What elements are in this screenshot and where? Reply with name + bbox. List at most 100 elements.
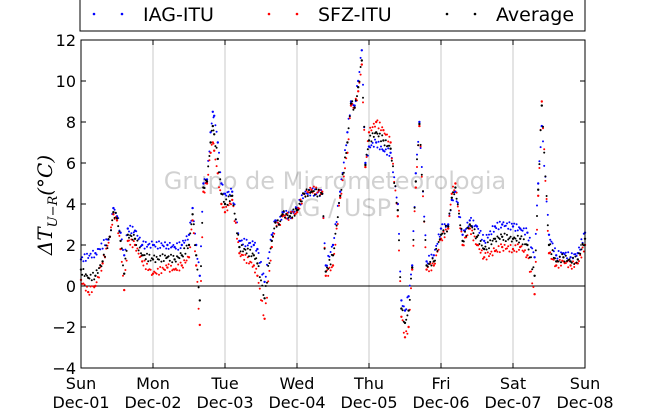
point-average-interp	[214, 145, 217, 148]
point-sfz-itu-interp	[534, 260, 537, 263]
point-sfz-itu-interp	[560, 264, 562, 267]
point-sfz-itu-interp	[340, 192, 343, 195]
point-sfz-itu-interp	[413, 210, 416, 213]
point-sfz-itu-interp	[182, 266, 184, 269]
point-sfz-itu	[450, 192, 453, 195]
point-iag-itu-interp	[480, 238, 483, 241]
point-sfz-itu-interp	[245, 262, 248, 264]
point-average-interp	[549, 243, 552, 246]
point-average-interp	[96, 272, 99, 274]
legend: IAG-ITU SFZ-ITU Average	[92, 4, 574, 26]
point-sfz-itu	[94, 284, 97, 288]
point-average-interp	[408, 298, 411, 301]
point-average-interp	[539, 129, 542, 132]
point-average	[238, 245, 241, 249]
point-iag-itu-interp	[344, 149, 346, 152]
point-sfz-itu-interp	[120, 260, 123, 263]
point-average-interp	[448, 212, 451, 215]
point-average-interp	[348, 115, 351, 118]
point-iag-itu-interp	[378, 148, 381, 151]
point-sfz-itu-interp	[354, 97, 357, 100]
point-iag-itu	[256, 247, 259, 251]
point-sfz-itu-interp	[230, 203, 232, 206]
point-average	[213, 133, 216, 136]
point-sfz-itu-interp	[557, 266, 560, 269]
point-iag-itu-interp	[168, 241, 171, 244]
point-iag-itu-interp	[485, 233, 488, 236]
point-average-interp	[183, 247, 186, 250]
point-average-interp	[486, 241, 489, 244]
point-iag-itu-interp	[165, 247, 168, 250]
point-average-interp	[323, 247, 326, 250]
point-iag-itu-interp	[492, 230, 495, 233]
point-iag-itu	[180, 243, 183, 247]
point-iag-itu-interp	[381, 148, 384, 151]
point-average-interp	[95, 269, 98, 272]
point-iag-itu-interp	[255, 249, 258, 252]
point-iag-itu	[213, 114, 216, 118]
point-iag-itu-interp	[326, 264, 328, 267]
point-sfz-itu-interp	[264, 302, 267, 305]
point-iag-itu-interp	[472, 219, 475, 222]
point-average	[209, 141, 212, 144]
x-tick-label-day: Thu	[353, 374, 384, 393]
point-average-interp	[419, 143, 422, 146]
point-sfz-itu-interp	[558, 258, 561, 261]
point-sfz-itu	[403, 336, 407, 339]
point-iag-itu-interp	[183, 241, 186, 244]
point-iag-itu-interp	[84, 259, 87, 262]
point-sfz-itu	[195, 264, 198, 267]
legend-marker-sfz-1	[267, 12, 271, 16]
point-iag-itu	[375, 141, 378, 144]
point-average-interp	[402, 320, 405, 323]
point-average-interp	[260, 279, 262, 282]
point-iag-itu-interp	[160, 242, 163, 245]
point-sfz-itu-interp	[84, 289, 87, 292]
point-sfz-itu-interp	[251, 265, 254, 268]
point-sfz-itu-interp	[473, 235, 476, 238]
point-sfz-itu-interp	[381, 126, 384, 129]
point-average-interp	[354, 99, 357, 102]
point-average-interp	[579, 252, 582, 255]
point-iag-itu-interp	[488, 233, 490, 236]
point-average-interp	[570, 261, 573, 264]
point-sfz-itu-interp	[273, 232, 276, 235]
point-sfz-itu-interp	[437, 248, 440, 251]
point-iag-itu	[166, 243, 169, 247]
point-iag-itu-interp	[527, 239, 530, 242]
point-average-interp	[393, 182, 396, 184]
point-average-interp	[527, 248, 530, 251]
point-sfz-itu-interp	[472, 239, 475, 242]
point-average-interp	[405, 318, 408, 321]
point-sfz-itu-interp	[89, 285, 92, 288]
point-iag-itu-interp	[438, 235, 441, 238]
point-sfz-itu-interp	[444, 228, 447, 231]
point-iag-itu-interp	[90, 256, 93, 259]
point-average-interp	[383, 144, 386, 147]
point-iag-itu-interp	[486, 236, 489, 239]
point-sfz-itu-interp	[536, 228, 538, 231]
point-sfz-itu-interp	[362, 101, 364, 104]
point-sfz-itu	[454, 182, 457, 185]
point-sfz-itu	[123, 288, 126, 292]
point-iag-itu-interp	[508, 221, 511, 224]
point-sfz-itu-interp	[189, 246, 192, 249]
point-sfz-itu-interp	[149, 268, 152, 271]
point-iag-itu-interp	[399, 270, 402, 273]
point-sfz-itu-interp	[532, 286, 535, 288]
point-average-interp	[190, 223, 193, 226]
point-average-interp	[520, 235, 523, 238]
point-average-interp	[573, 263, 576, 265]
point-average-interp	[492, 237, 495, 240]
point-sfz-itu-interp	[412, 244, 415, 247]
point-iag-itu-interp	[498, 220, 501, 223]
point-iag-itu-interp	[124, 248, 127, 251]
point-sfz-itu	[411, 268, 414, 271]
point-average-interp	[484, 245, 487, 248]
point-sfz-itu-interp	[441, 239, 444, 242]
point-average-interp	[227, 195, 230, 198]
point-iag-itu-interp	[149, 246, 152, 249]
point-iag-itu-interp	[441, 223, 444, 226]
point-iag-itu	[468, 219, 471, 222]
point-iag-itu-interp	[138, 236, 141, 239]
